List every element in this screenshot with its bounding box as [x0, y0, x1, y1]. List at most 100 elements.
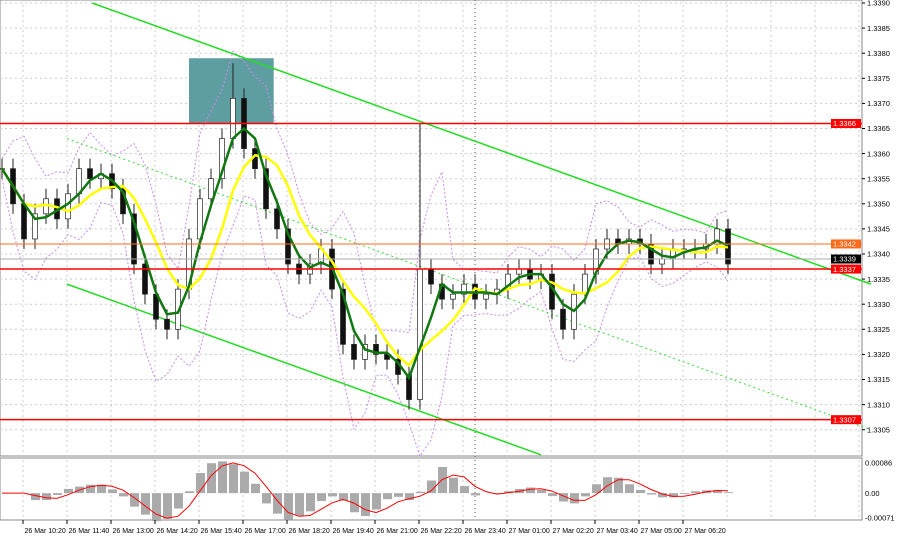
time-tick-label: 26 Mar 23:40 — [465, 528, 506, 535]
macd-bar — [240, 471, 249, 494]
candle — [164, 318, 170, 330]
time-tick-label: 26 Mar 13:00 — [113, 528, 154, 535]
time-tick-label: 27 Mar 02:20 — [553, 528, 594, 535]
macd-bar — [647, 493, 656, 495]
macd-bar — [328, 493, 337, 497]
time-tick-label: 26 Mar 19:40 — [333, 528, 374, 535]
macd-bar — [108, 489, 117, 494]
candle — [340, 288, 346, 345]
macd-bar — [680, 493, 689, 495]
candle — [428, 268, 434, 285]
macd-bar — [185, 491, 194, 494]
macd-bar — [97, 484, 106, 494]
candle — [230, 98, 236, 139]
time-tick-label: 26 Mar 15:40 — [201, 528, 242, 535]
macd-bar — [152, 493, 161, 522]
time-tick-label: 26 Mar 22:20 — [421, 528, 462, 535]
price-tick-label: 1.3330 — [867, 300, 890, 309]
candle — [351, 344, 357, 360]
macd-signal-line — [2, 462, 729, 519]
candle — [208, 178, 214, 200]
price-level-label: 1.3366 — [833, 119, 856, 128]
macd-bar — [449, 477, 458, 494]
macd-bar — [460, 486, 469, 494]
price-level-label: 1.3337 — [833, 265, 856, 274]
time-tick-label: 26 Mar 18:20 — [289, 528, 330, 535]
candle — [21, 203, 27, 240]
macd-bar — [262, 493, 271, 504]
time-tick-label: 26 Mar 14:20 — [157, 528, 198, 535]
candle — [417, 268, 423, 400]
macd-bar — [559, 493, 568, 502]
candle — [384, 354, 390, 360]
price-level-tag — [831, 254, 861, 264]
macd-bar — [394, 493, 403, 497]
candle — [450, 293, 456, 300]
macd-bar — [427, 480, 436, 494]
price-tick-label: 1.3385 — [867, 24, 890, 33]
macd-bar — [317, 493, 326, 502]
macd-bar — [669, 493, 678, 498]
macd-bar — [119, 493, 128, 497]
macd-bar — [196, 473, 205, 494]
macd-bar — [636, 489, 645, 494]
candle — [87, 168, 93, 180]
price-tick-label: 1.3390 — [867, 0, 890, 8]
macd-bar — [405, 493, 414, 501]
candle — [461, 283, 467, 295]
price-tick-label: 1.3350 — [867, 200, 890, 209]
trend-line — [91, 2, 872, 285]
macd-bar — [526, 487, 535, 494]
macd-tick-label: -0.00071 — [865, 514, 895, 523]
candle — [483, 293, 489, 300]
macd-bar — [581, 493, 590, 497]
macd-bar — [350, 493, 359, 513]
price-tick-label: 1.3360 — [867, 149, 890, 158]
price-level-tag — [831, 118, 861, 128]
price-tick-label: 1.3365 — [867, 124, 890, 133]
price-tick-label: 1.3315 — [867, 375, 890, 384]
price-tick-label: 1.3310 — [867, 400, 890, 409]
macd-bar — [251, 483, 260, 494]
time-tick-label: 27 Mar 03:40 — [597, 528, 638, 535]
macd-bar — [64, 488, 73, 494]
fast-moving-average — [0, 126, 729, 381]
candle — [285, 228, 291, 265]
macd-bar — [218, 461, 227, 494]
price-tick-label: 1.3340 — [867, 250, 890, 259]
macd-bar — [625, 484, 634, 494]
macd-bar — [53, 493, 62, 495]
price-level-tag — [831, 239, 861, 249]
candle — [373, 344, 379, 355]
candle — [274, 208, 280, 230]
macd-tick-label: 0.00086 — [865, 459, 892, 468]
macd-bar — [207, 463, 216, 494]
macd-bar — [416, 491, 425, 494]
time-tick-label: 26 Mar 10:20 — [25, 528, 66, 535]
macd-bar — [691, 491, 700, 494]
price-tick-label: 1.3355 — [867, 174, 890, 183]
main-panel — [0, 0, 863, 457]
macd-bar — [42, 493, 51, 501]
time-tick-label: 27 Mar 06:20 — [685, 528, 726, 535]
macd-bar — [295, 493, 304, 516]
macd-bar — [284, 493, 293, 520]
macd-bar — [273, 493, 282, 514]
macd-bar — [86, 484, 95, 494]
macd-bar — [306, 493, 315, 512]
candle — [516, 268, 522, 275]
candle — [263, 168, 269, 210]
price-tick-label: 1.3370 — [867, 99, 890, 108]
macd-bar — [592, 484, 601, 494]
price-tick-label: 1.3320 — [867, 350, 890, 359]
price-level-tag — [831, 264, 861, 274]
price-tick-label: 1.3380 — [867, 49, 890, 58]
price-level-tag — [831, 415, 861, 425]
candle — [142, 263, 148, 295]
lower-band — [1, 178, 729, 458]
price-tick-label: 1.3325 — [867, 325, 890, 334]
price-level-label: 1.3339 — [833, 255, 856, 264]
price-level-label: 1.3342 — [833, 240, 856, 249]
